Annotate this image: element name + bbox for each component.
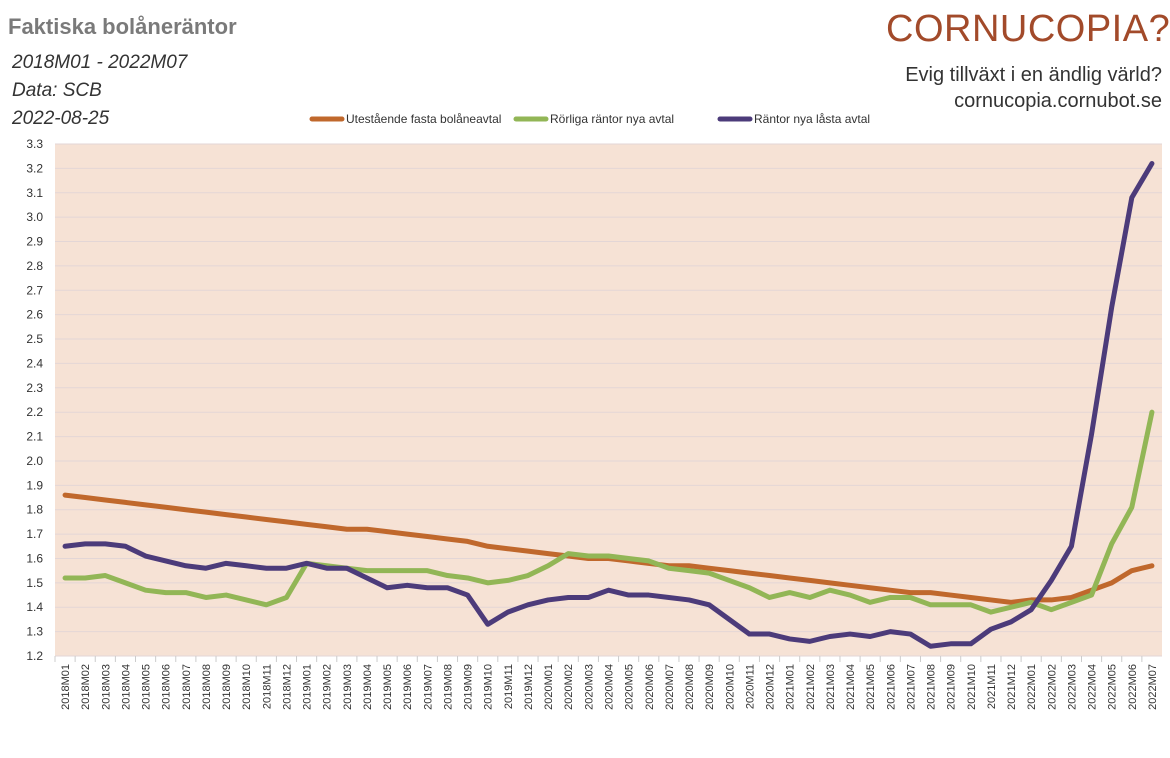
x-tick-label: 2018M12 xyxy=(281,664,293,710)
y-tick-label: 3.1 xyxy=(26,186,43,200)
x-tick-label: 2018M07 xyxy=(181,664,193,710)
x-tick-label: 2018M02 xyxy=(80,664,92,710)
x-tick-label: 2020M10 xyxy=(724,664,736,710)
y-tick-label: 2.2 xyxy=(26,405,43,419)
x-tick-label: 2022M05 xyxy=(1107,664,1119,710)
x-tick-label: 2021M08 xyxy=(926,664,938,710)
source-label: Data: SCB xyxy=(12,80,102,101)
y-tick-label: 1.8 xyxy=(26,503,43,517)
x-tick-label: 2020M05 xyxy=(624,664,636,710)
y-tick-label: 3.2 xyxy=(26,161,43,175)
x-tick-label: 2022M07 xyxy=(1147,664,1159,710)
x-tick-label: 2019M10 xyxy=(483,664,495,710)
x-tick-label: 2021M11 xyxy=(986,664,998,709)
x-tick-label: 2018M06 xyxy=(161,664,173,710)
x-tick-label: 2018M10 xyxy=(241,664,253,710)
y-tick-label: 3.0 xyxy=(26,210,43,224)
logo-tagline: Evig tillväxt i en ändlig värld? xyxy=(905,64,1162,86)
x-tick-label: 2021M01 xyxy=(785,664,797,710)
x-tick-label: 2021M06 xyxy=(885,664,897,710)
x-tick-label: 2020M09 xyxy=(704,664,716,710)
y-tick-label: 1.9 xyxy=(26,478,43,492)
y-tick-label: 2.0 xyxy=(26,454,43,468)
y-tick-label: 2.7 xyxy=(26,283,43,297)
chart-title: Faktiska bolåneräntor xyxy=(8,14,237,39)
x-tick-label: 2019M01 xyxy=(302,664,314,710)
legend-label: Utestående fasta bolåneavtal xyxy=(346,112,501,126)
x-tick-label: 2020M02 xyxy=(563,664,575,710)
x-tick-label: 2020M07 xyxy=(664,664,676,710)
x-tick-label: 2020M08 xyxy=(684,664,696,710)
legend-label: Räntor nya låsta avtal xyxy=(754,112,870,126)
x-tick-label: 2020M04 xyxy=(604,664,616,710)
x-tick-label: 2022M03 xyxy=(1066,664,1078,710)
x-tick-label: 2018M04 xyxy=(120,664,132,710)
x-tick-label: 2021M02 xyxy=(805,664,817,710)
cornucopia-logo: CORNUCOPIA? xyxy=(886,8,1170,50)
x-tick-label: 2019M08 xyxy=(442,664,454,710)
x-tick-label: 2021M05 xyxy=(865,664,877,710)
y-tick-label: 2.3 xyxy=(26,381,43,395)
x-tick-label: 2021M12 xyxy=(1006,664,1018,710)
y-tick-label: 1.7 xyxy=(26,527,43,541)
x-tick-label: 2021M04 xyxy=(845,664,857,710)
y-tick-label: 1.2 xyxy=(26,649,43,663)
x-tick-label: 2018M05 xyxy=(141,664,153,710)
x-tick-label: 2021M09 xyxy=(946,664,958,710)
legend-label: Rörliga räntor nya avtal xyxy=(550,112,674,126)
y-tick-label: 3.3 xyxy=(26,137,43,151)
plot-area xyxy=(55,144,1162,656)
y-tick-label: 2.9 xyxy=(26,235,43,249)
x-tick-label: 2022M04 xyxy=(1087,664,1099,710)
x-tick-label: 2022M02 xyxy=(1046,664,1058,710)
x-tick-label: 2019M06 xyxy=(402,664,414,710)
y-tick-label: 1.4 xyxy=(26,600,43,614)
y-tick-label: 2.5 xyxy=(26,332,43,346)
x-tick-label: 2020M06 xyxy=(644,664,656,710)
x-tick-label: 2018M11 xyxy=(261,664,273,709)
y-tick-label: 2.8 xyxy=(26,259,43,273)
x-tick-label: 2021M07 xyxy=(905,664,917,710)
y-tick-label: 1.3 xyxy=(26,625,43,639)
y-tick-label: 2.1 xyxy=(26,430,43,444)
x-tick-label: 2018M09 xyxy=(221,664,233,710)
x-tick-label: 2020M11 xyxy=(744,664,756,709)
x-tick-label: 2019M05 xyxy=(382,664,394,710)
y-tick-label: 2.6 xyxy=(26,308,43,322)
x-tick-label: 2019M02 xyxy=(322,664,334,710)
x-tick-label: 2020M01 xyxy=(543,664,555,710)
x-tick-label: 2021M03 xyxy=(825,664,837,710)
logo-url: cornucopia.cornubot.se xyxy=(954,90,1162,112)
x-tick-label: 2022M06 xyxy=(1127,664,1139,710)
x-tick-label: 2019M11 xyxy=(503,664,515,709)
x-tick-label: 2020M12 xyxy=(765,664,777,710)
x-tick-label: 2021M10 xyxy=(966,664,978,710)
x-tick-label: 2022M01 xyxy=(1026,664,1038,710)
y-tick-label: 1.6 xyxy=(26,551,43,565)
x-tick-label: 2019M09 xyxy=(463,664,475,710)
y-tick-label: 2.4 xyxy=(26,356,43,370)
x-tick-label: 2018M03 xyxy=(100,664,112,710)
x-tick-label: 2019M03 xyxy=(342,664,354,710)
x-tick-label: 2020M03 xyxy=(583,664,595,710)
y-tick-label: 1.5 xyxy=(26,576,43,590)
x-tick-label: 2018M01 xyxy=(60,664,72,710)
date-label: 2022-08-25 xyxy=(12,108,110,129)
x-tick-label: 2019M04 xyxy=(362,664,374,710)
x-tick-label: 2018M08 xyxy=(201,664,213,710)
period-label: 2018M01 - 2022M07 xyxy=(12,52,188,73)
x-tick-label: 2019M07 xyxy=(422,664,434,710)
x-tick-label: 2019M12 xyxy=(523,664,535,710)
